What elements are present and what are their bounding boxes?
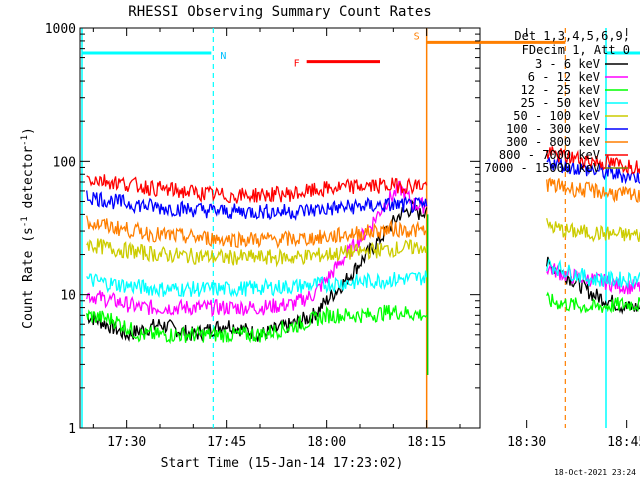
y-axis-label: Count Rate (s-1 detector-1) [20,127,36,329]
legend-header-line-2: FDecim 1, Att 0 [522,43,630,57]
series-line-2-seg-0 [86,304,428,345]
series-line-2-seg-1 [546,291,640,314]
x-tick-label-1: 17:45 [207,435,246,450]
annotation-N: N [220,51,226,62]
x-tick-label-4: 18:30 [507,435,546,450]
chart-title: RHESSI Observing Summary Count Rates [128,4,431,20]
y-label-part-2: detector [21,146,36,217]
legend-header-line-1: Det 1,3,4,5,6,9, [514,29,630,43]
series-line-1-seg-0 [86,180,428,318]
y-label-part-1: Count Rate (s [21,227,36,329]
series-line-4-seg-0 [86,238,428,268]
y-label-sup-1: -1 [20,216,30,227]
x-tick-label-5: 18:45 [607,435,640,450]
legend-label-7: 800 - 7000 keV [499,148,600,162]
plot-frame [79,27,481,429]
series-line-6-seg-1 [546,177,640,204]
series-line-7-seg-1 [546,146,640,175]
y-label-sup-2: -1 [20,135,30,146]
series-line-3-seg-0 [86,270,428,299]
y-tick-label-1: 10 [60,289,76,304]
series-line-6-seg-0 [86,215,427,249]
series-layer [86,146,640,375]
y-tick-label-0: 1 [68,422,76,437]
x-tick-label-2: 18:00 [307,435,346,450]
legend-label-2: 12 - 25 keV [521,83,600,97]
overlay-layer: N F S [81,28,640,428]
legend-label-0: 3 - 6 keV [535,57,600,71]
series-line-5-seg-1 [546,157,640,185]
y-tick-label-2: 100 [53,155,76,170]
y-label-part-3: ) [21,127,36,135]
series-line-5-seg-0 [86,190,428,221]
timestamp: 18-Oct-2021 23:24 [554,468,636,477]
legend-label-6: 300 - 800 keV [506,135,600,149]
legend-label-4: 50 - 100 keV [513,109,600,123]
x-tick-label-3: 18:15 [407,435,446,450]
x-axis-label: Start Time (15-Jan-14 17:23:02) [161,456,404,471]
annotation-S: S [414,31,420,42]
series-line-3-seg-1 [546,258,640,290]
legend-label-3: 25 - 50 keV [521,96,600,110]
annotation-F: F [294,59,300,70]
y-tick-label-3: 1000 [45,22,76,37]
axis-layer: 17:3017:4518:0018:1518:3018:4519:0011010… [45,22,640,450]
legend-label-8: 7000 - 15000 keV [484,161,600,175]
series-line-4-seg-1 [546,218,640,243]
legend: Det 1,3,4,5,6,9, FDecim 1, Att 0 3 - 6 k… [484,29,630,175]
legend-label-5: 100 - 300 keV [506,122,600,136]
legend-label-1: 6 - 12 keV [528,70,600,84]
x-tick-label-0: 17:30 [107,435,146,450]
series-line-7-seg-0 [86,174,428,204]
